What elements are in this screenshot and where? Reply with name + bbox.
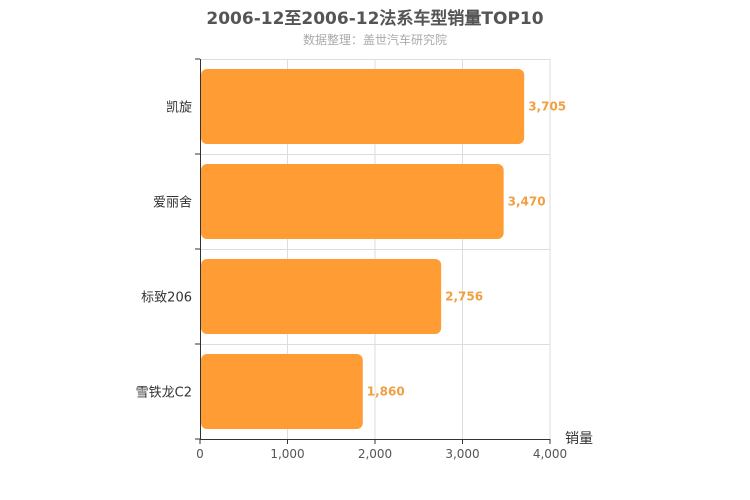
bar-value-label: 1,860 — [367, 385, 405, 399]
bar-value-label: 3,705 — [528, 100, 566, 114]
x-tick-label: 1,000 — [270, 447, 304, 461]
x-tick-label: 3,000 — [445, 447, 479, 461]
x-axis-title: 销量 — [565, 431, 593, 447]
category-label: 雪铁龙C2 — [136, 386, 192, 401]
chart-subtitle: 数据整理：盖世汽车研究院 — [302, 33, 447, 47]
category-label: 凯旋 — [166, 101, 192, 116]
x-tick-label: 4,000 — [533, 447, 567, 461]
bar — [201, 69, 525, 144]
labels: 3,705 凯旋 3,470 爱丽舍 2,756 标致206 1,860 雪铁龙C2 0 1,00… — [136, 100, 568, 462]
bar-value-label: 3,470 — [508, 195, 546, 209]
bar — [201, 354, 363, 429]
bar — [201, 164, 504, 239]
category-label: 标致206 — [141, 291, 192, 306]
x-tick-label: 2,000 — [358, 447, 392, 461]
axes — [195, 58, 551, 444]
bar-series — [201, 69, 525, 429]
chart-title: 2006-12至2006-12法系车型销量TOP10 — [206, 9, 544, 29]
bar-value-label: 2,756 — [445, 290, 483, 304]
category-label: 爱丽舍 — [153, 196, 192, 211]
x-tick-label: 0 — [196, 447, 204, 461]
bar — [201, 259, 442, 334]
